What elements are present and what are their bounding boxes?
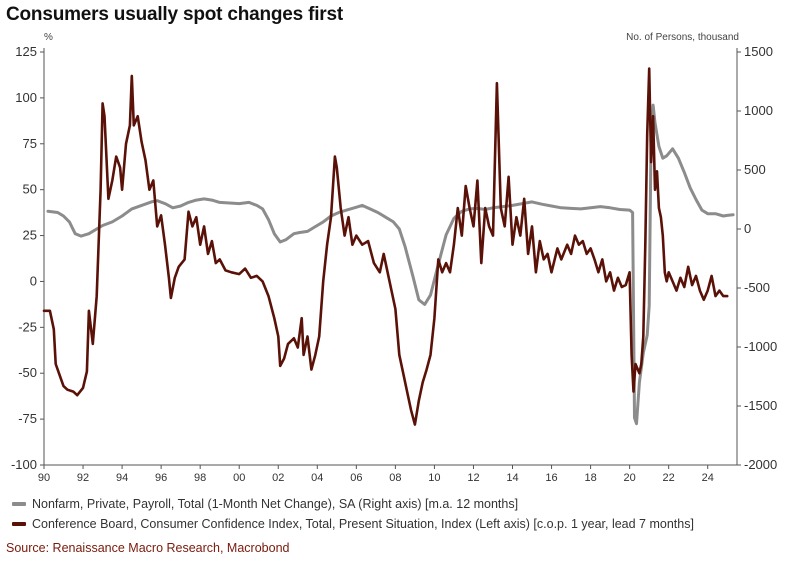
left-tick-label: -25: [18, 319, 37, 334]
legend-swatch-conf: [12, 522, 26, 526]
x-tick-label: 24: [702, 472, 714, 484]
x-tick-label: 22: [663, 472, 675, 484]
left-tick-label: 25: [23, 228, 37, 243]
left-tick-label: -75: [18, 411, 37, 426]
left-tick-label: 50: [23, 182, 37, 197]
x-tick-label: 04: [311, 472, 323, 484]
right-tick-label: -1500: [744, 398, 777, 413]
x-tick-label: 94: [116, 472, 128, 484]
series-layer: [42, 67, 735, 426]
left-tick-label: -50: [18, 365, 37, 380]
x-tick-label: 18: [584, 472, 596, 484]
x-tick-label: 16: [545, 472, 557, 484]
right-tick-label: -500: [744, 280, 770, 295]
left-axis: 125 100 75 50 25 0 -25 -50 -75 -100: [11, 44, 44, 472]
right-axis: 1500 1000 500 0 -500 -1000 -1500 -2000: [737, 44, 777, 472]
legend-swatch-nfp: [12, 502, 26, 506]
left-axis-unit: %: [44, 32, 53, 43]
x-tick-label: 12: [467, 472, 479, 484]
legend-label-nfp: Nonfarm, Private, Payroll, Total (1-Mont…: [32, 497, 519, 511]
right-axis-unit: No. of Persons, thousand: [626, 32, 739, 43]
x-tick-label: 02: [272, 472, 284, 484]
legend-item-conf: Conference Board, Consumer Confidence In…: [12, 517, 694, 531]
x-tick-label: 96: [155, 472, 167, 484]
x-tick-label: 20: [624, 472, 636, 484]
right-tick-label: 500: [744, 162, 766, 177]
right-tick-label: 0: [744, 221, 751, 236]
x-axis: 90 92 94 96 98 00 02 04 06 08 10 12 14 16 18 20 22 24: [38, 48, 738, 484]
legend-label-conf: Conference Board, Consumer Confidence In…: [32, 517, 694, 531]
right-tick-label: 1000: [744, 103, 773, 118]
left-tick-label: 0: [30, 273, 37, 288]
legend-item-nfp: Nonfarm, Private, Payroll, Total (1-Mont…: [12, 497, 518, 511]
x-tick-label: 14: [506, 472, 518, 484]
left-tick-label: 125: [15, 44, 37, 59]
source-note: Source: Renaissance Macro Research, Macr…: [6, 541, 290, 555]
x-tick-label: 92: [77, 472, 89, 484]
left-tick-label: 100: [15, 90, 37, 105]
x-tick-label: 10: [428, 472, 440, 484]
left-tick-label: 75: [23, 136, 37, 151]
x-tick-label: 98: [194, 472, 206, 484]
x-tick-label: 00: [233, 472, 245, 484]
right-tick-label: -1000: [744, 339, 777, 354]
right-tick-label: 1500: [744, 44, 773, 59]
series-line-nfp: [46, 103, 735, 426]
x-tick-label: 08: [389, 472, 401, 484]
x-tick-label: 90: [38, 472, 50, 484]
x-tick-label: 06: [350, 472, 362, 484]
left-tick-label: -100: [11, 457, 37, 472]
chart-title: Consumers usually spot changes first: [6, 4, 343, 25]
right-tick-label: -2000: [744, 457, 777, 472]
series-line-conf: [42, 67, 729, 426]
